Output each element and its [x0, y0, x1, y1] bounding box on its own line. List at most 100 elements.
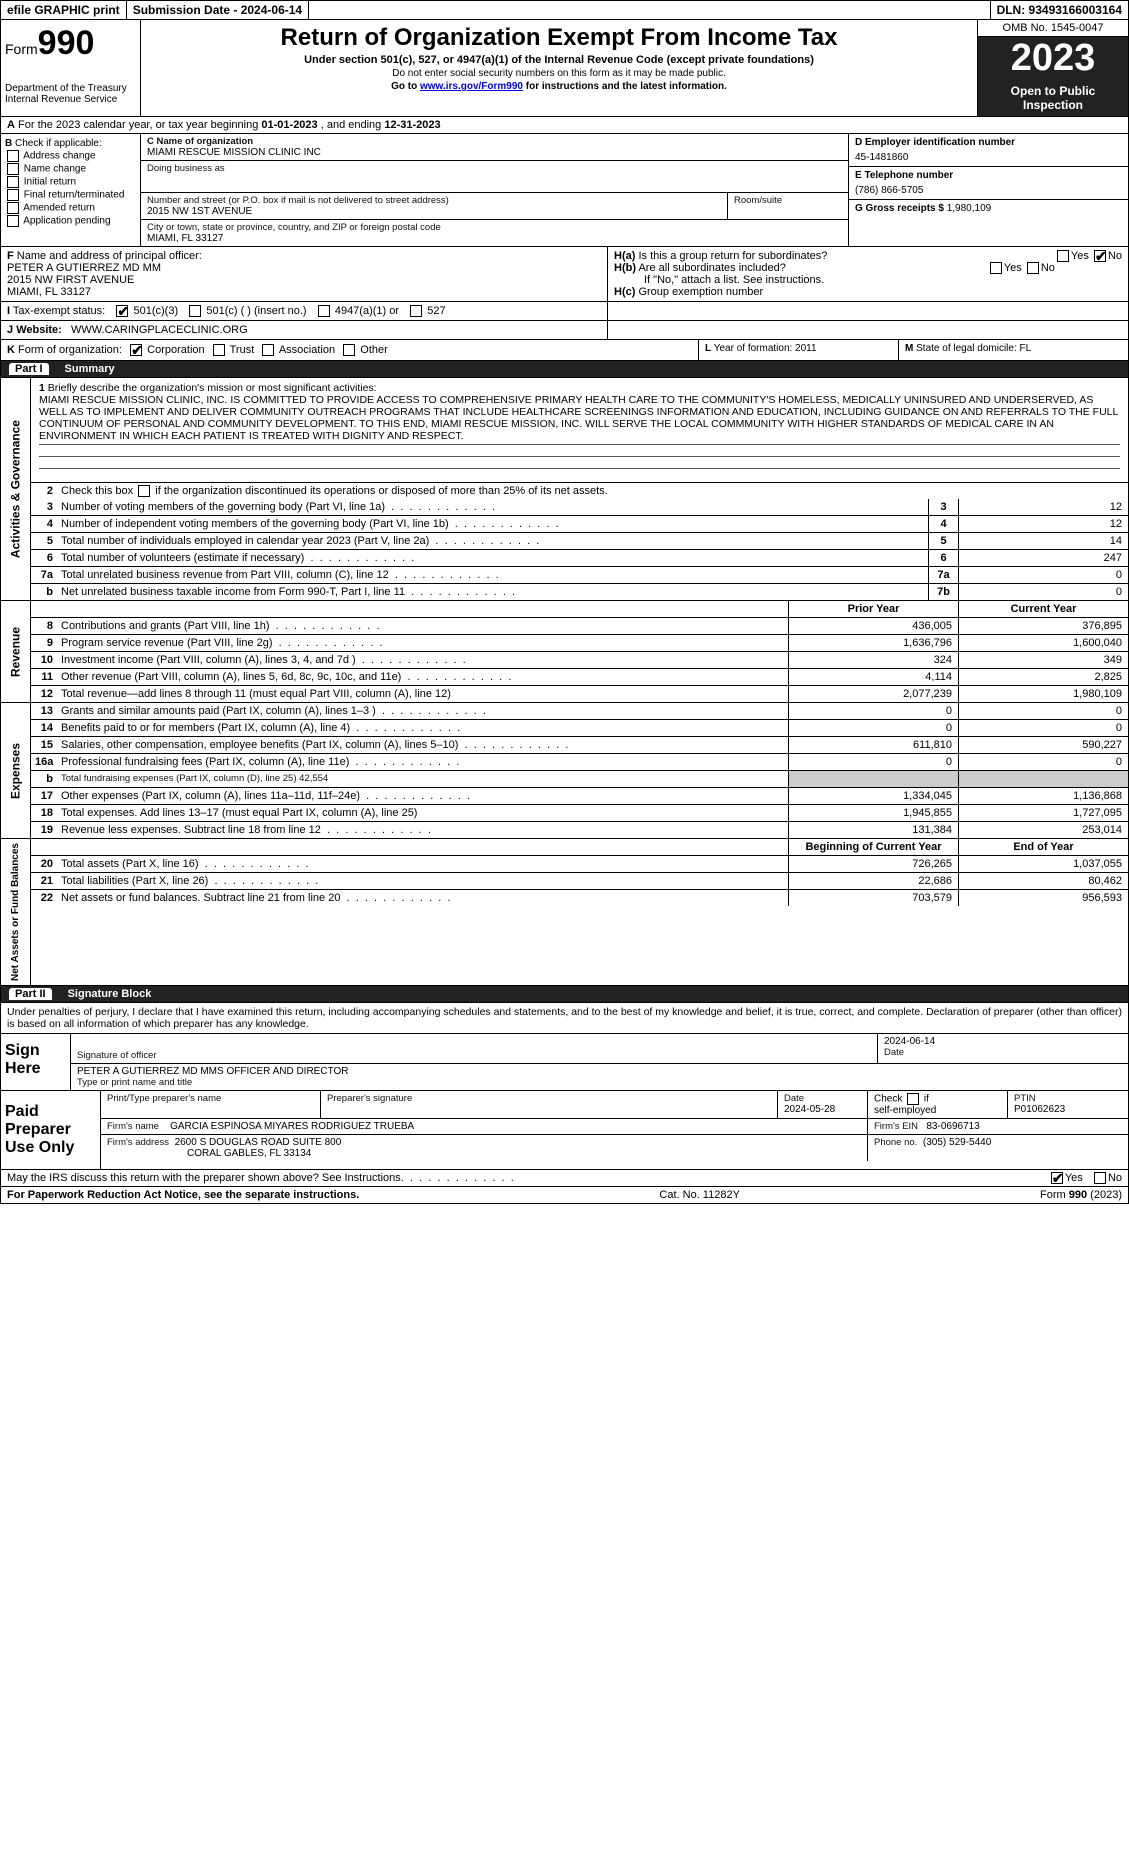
l7b-val: 0	[958, 584, 1128, 600]
cb-name-change[interactable]: Name change	[5, 163, 136, 175]
discuss-text: May the IRS discuss this return with the…	[7, 1172, 514, 1184]
l7a-box: 7a	[928, 567, 958, 583]
l17-prior: 1,334,045	[788, 788, 958, 804]
l13-prior: 0	[788, 703, 958, 719]
cb-other[interactable]	[343, 344, 355, 356]
l4-desc: Number of independent voting members of …	[57, 516, 928, 532]
line-10: 10 Investment income (Part VIII, column …	[31, 652, 1128, 669]
part-1-label: Part I	[9, 363, 49, 375]
l19-num: 19	[31, 822, 57, 838]
firm-phone-cell: Phone no. (305) 529-5440	[868, 1135, 1128, 1161]
l9-prior: 1,636,796	[788, 635, 958, 651]
line-13: 13 Grants and similar amounts paid (Part…	[31, 703, 1128, 720]
cb-assoc[interactable]	[262, 344, 274, 356]
label-m: M	[905, 343, 913, 354]
form-number: Form990	[5, 24, 136, 63]
state-domicile: M State of legal domicile: FL	[898, 340, 1128, 360]
cb-app-pending[interactable]: Application pending	[5, 215, 136, 227]
sig-row-2: PETER A GUTIERREZ MD MMS OFFICER AND DIR…	[71, 1064, 1128, 1090]
phone-cell: E Telephone number (786) 866-5705	[849, 167, 1128, 200]
cb-address-change[interactable]: Address change	[5, 150, 136, 162]
form-title: Return of Organization Exempt From Incom…	[149, 24, 969, 52]
cb-trust[interactable]	[213, 344, 225, 356]
row-klm: K Form of organization: Corporation Trus…	[0, 340, 1129, 361]
hb-row: H(b) Are all subordinates included? Yes …	[614, 262, 1122, 274]
hc-label: H(c)	[614, 286, 635, 298]
cb-amended[interactable]: Amended return	[5, 202, 136, 214]
section-bcd: B Check if applicable: Address change Na…	[0, 134, 1129, 246]
cb-527[interactable]	[410, 305, 422, 317]
hb-no-cb[interactable]	[1027, 262, 1039, 274]
l16a-num: 16a	[31, 754, 57, 770]
l13-num: 13	[31, 703, 57, 719]
f-addr1: 2015 NW FIRST AVENUE	[7, 274, 134, 286]
revenue-body: Prior Year Current Year 8 Contributions …	[31, 601, 1128, 702]
line-3: 3 Number of voting members of the govern…	[31, 499, 1128, 516]
l16b-curr	[958, 771, 1128, 787]
ha-yes-cb[interactable]	[1057, 250, 1069, 262]
l22-num: 22	[31, 890, 57, 906]
hb-yes-cb[interactable]	[990, 262, 1002, 274]
label-f: F	[7, 250, 14, 262]
l6-box: 6	[928, 550, 958, 566]
line-4: 4 Number of independent voting members o…	[31, 516, 1128, 533]
ein-cell: D Employer identification number 45-1481…	[849, 134, 1128, 167]
cb-corp[interactable]	[130, 344, 142, 356]
row-fh: F Name and address of principal officer:…	[0, 246, 1129, 302]
prep-date-cell: Date 2024-05-28	[778, 1091, 868, 1118]
l11-curr: 2,825	[958, 669, 1128, 685]
l13-curr: 0	[958, 703, 1128, 719]
ptin-cell: PTIN P01062623	[1008, 1091, 1128, 1118]
tax-year-begin: 01-01-2023	[261, 119, 317, 131]
blank-line-2	[39, 456, 1120, 466]
row-i-right	[608, 302, 1128, 320]
penalties-text: Under penalties of perjury, I declare th…	[0, 1003, 1129, 1034]
website-label: Website:	[16, 324, 62, 336]
mission-text: MIAMI RESCUE MISSION CLINIC, INC. IS COM…	[39, 394, 1118, 442]
line-16a: 16a Professional fundraising fees (Part …	[31, 754, 1128, 771]
cb-self-employed[interactable]	[907, 1093, 919, 1105]
vtab-governance: Activities & Governance	[1, 378, 31, 600]
name-change-label: Name change	[24, 164, 86, 175]
prep-sig-label: Preparer's signature	[327, 1093, 771, 1104]
ha-no-cb[interactable]	[1094, 250, 1106, 262]
527-label: 527	[427, 305, 445, 317]
l15-desc: Salaries, other compensation, employee b…	[57, 737, 788, 753]
cb-501c[interactable]	[189, 305, 201, 317]
summary-netassets: Net Assets or Fund Balances Beginning of…	[0, 839, 1129, 986]
l14-prior: 0	[788, 720, 958, 736]
col-c: C Name of organization MIAMI RESCUE MISS…	[141, 134, 848, 246]
l20-curr: 1,037,055	[958, 856, 1128, 872]
label-a: A	[7, 119, 15, 131]
vtab-revenue: Revenue	[1, 601, 31, 702]
l9-curr: 1,600,040	[958, 635, 1128, 651]
cb-4947[interactable]	[318, 305, 330, 317]
discuss-yes-cb[interactable]	[1051, 1172, 1063, 1184]
l5-val: 14	[958, 533, 1128, 549]
cb-final-return[interactable]: Final return/terminated	[5, 189, 136, 201]
rev-hdr-blank	[31, 601, 788, 617]
l18-desc: Total expenses. Add lines 13–17 (must eq…	[57, 805, 788, 821]
discuss-no-cb[interactable]	[1094, 1172, 1106, 1184]
hb-yes: Yes	[1004, 262, 1022, 274]
label-i: I	[7, 305, 10, 317]
l3-num: 3	[31, 499, 57, 515]
row-a: A For the 2023 calendar year, or tax yea…	[0, 117, 1129, 134]
gross-label: G Gross receipts $	[855, 203, 944, 214]
firm-addr2: CORAL GABLES, FL 33134	[107, 1148, 311, 1159]
form990-link[interactable]: www.irs.gov/Form990	[420, 81, 523, 92]
l17-desc: Other expenses (Part IX, column (A), lin…	[57, 788, 788, 804]
firm-phone-label: Phone no.	[874, 1137, 917, 1148]
cb-discontinued[interactable]	[138, 485, 150, 497]
l16a-desc: Professional fundraising fees (Part IX, …	[57, 754, 788, 770]
efile-label: efile GRAPHIC print	[1, 1, 127, 19]
l9-num: 9	[31, 635, 57, 651]
org-name: MIAMI RESCUE MISSION CLINIC INC	[147, 147, 842, 158]
l5-num: 5	[31, 533, 57, 549]
l20-desc: Total assets (Part X, line 16)	[57, 856, 788, 872]
cb-initial-return[interactable]: Initial return	[5, 176, 136, 188]
line-18: 18 Total expenses. Add lines 13–17 (must…	[31, 805, 1128, 822]
l12-prior: 2,077,239	[788, 686, 958, 702]
cb-501c3[interactable]	[116, 305, 128, 317]
ptin-label: PTIN	[1014, 1093, 1036, 1104]
